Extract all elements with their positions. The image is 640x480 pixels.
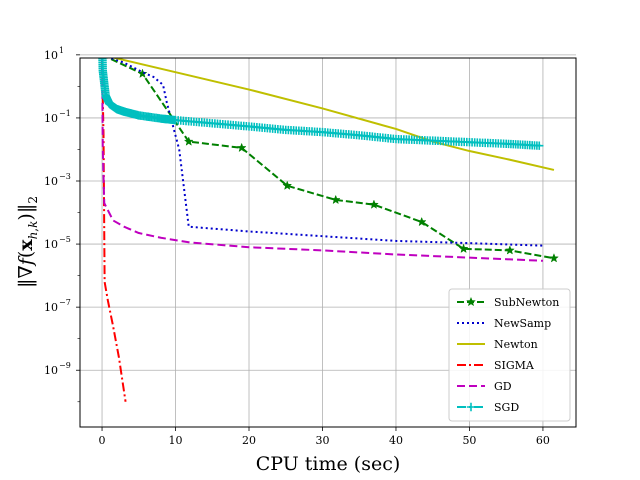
series-line-subnewton [106,58,555,260]
legend-label: Newton [494,338,538,351]
marker-star [549,253,559,263]
marker-star [368,199,379,209]
y-tick-label: 10 [44,238,58,251]
y-tick-exponent: −7 [59,298,71,307]
marker-star [183,136,194,146]
legend: SubNewton NewSamp Newton SIGMA GD SGD [448,288,571,422]
series-line-newsamp [107,58,543,247]
legend-label: GD [494,380,512,393]
y-axis-title-subscript: h,k [26,221,40,240]
legend-label: SIGMA [494,359,535,372]
legend-item-gd: GD [457,380,512,393]
marker-star [236,142,247,153]
x-tick-label: 10 [169,434,183,447]
series-gd [101,58,543,262]
marker-star [416,216,427,227]
series-subnewton [98,58,559,263]
marker-star [504,245,515,255]
y-tick-exponent: 1 [59,46,64,55]
x-axis-title: CPU time (sec) [256,453,401,475]
y-tick-exponent: −1 [59,109,71,118]
y-axis-title-text: ‖∇f(xh,k)‖2 [15,196,40,288]
legend-item-newsamp: NewSamp [457,317,551,330]
y-tick-label: 10 [44,112,58,125]
marker-star [330,194,341,205]
legend-label: NewSamp [494,317,551,330]
series-sgd [98,58,544,150]
series-line-gd [101,58,543,262]
x-tick-label: 60 [536,434,550,447]
marker-star [458,243,469,254]
y-tick-label: 10 [44,49,58,62]
series-newton [111,58,555,171]
x-tick-label: 40 [389,434,403,447]
legend-item-sgd: SGD [457,401,519,414]
series-newsamp [107,58,543,247]
y-tick-exponent: −9 [59,361,71,370]
x-tick-label: 20 [242,434,256,447]
marker-plus [535,141,544,150]
y-tick-label: 10 [44,301,58,314]
legend-label: SubNewton [494,296,559,309]
marker-star [137,68,148,78]
y-tick-label: 10 [44,364,58,377]
legend-item-newton: Newton [457,338,538,351]
x-tick-label: 0 [99,434,106,447]
series-line-newton [111,58,555,171]
marker-star [466,296,476,307]
y-axis-title: ‖∇f(xh,k)‖2 [15,196,40,288]
legend-item-subnewton: SubNewton [457,296,559,309]
y-tick-exponent: −3 [59,172,71,181]
x-tick-label: 30 [315,434,329,447]
legend-item-sigma: SIGMA [457,359,535,372]
x-tick-label: 50 [462,434,476,447]
y-tick-label: 10 [44,175,58,188]
legend-label: SGD [494,401,519,414]
marker-star [282,180,293,190]
y-tick-exponent: −5 [59,235,71,244]
marker-plus [466,402,476,412]
series-layer [98,58,559,402]
plot-frame [79,57,577,428]
legend-box [448,288,571,422]
